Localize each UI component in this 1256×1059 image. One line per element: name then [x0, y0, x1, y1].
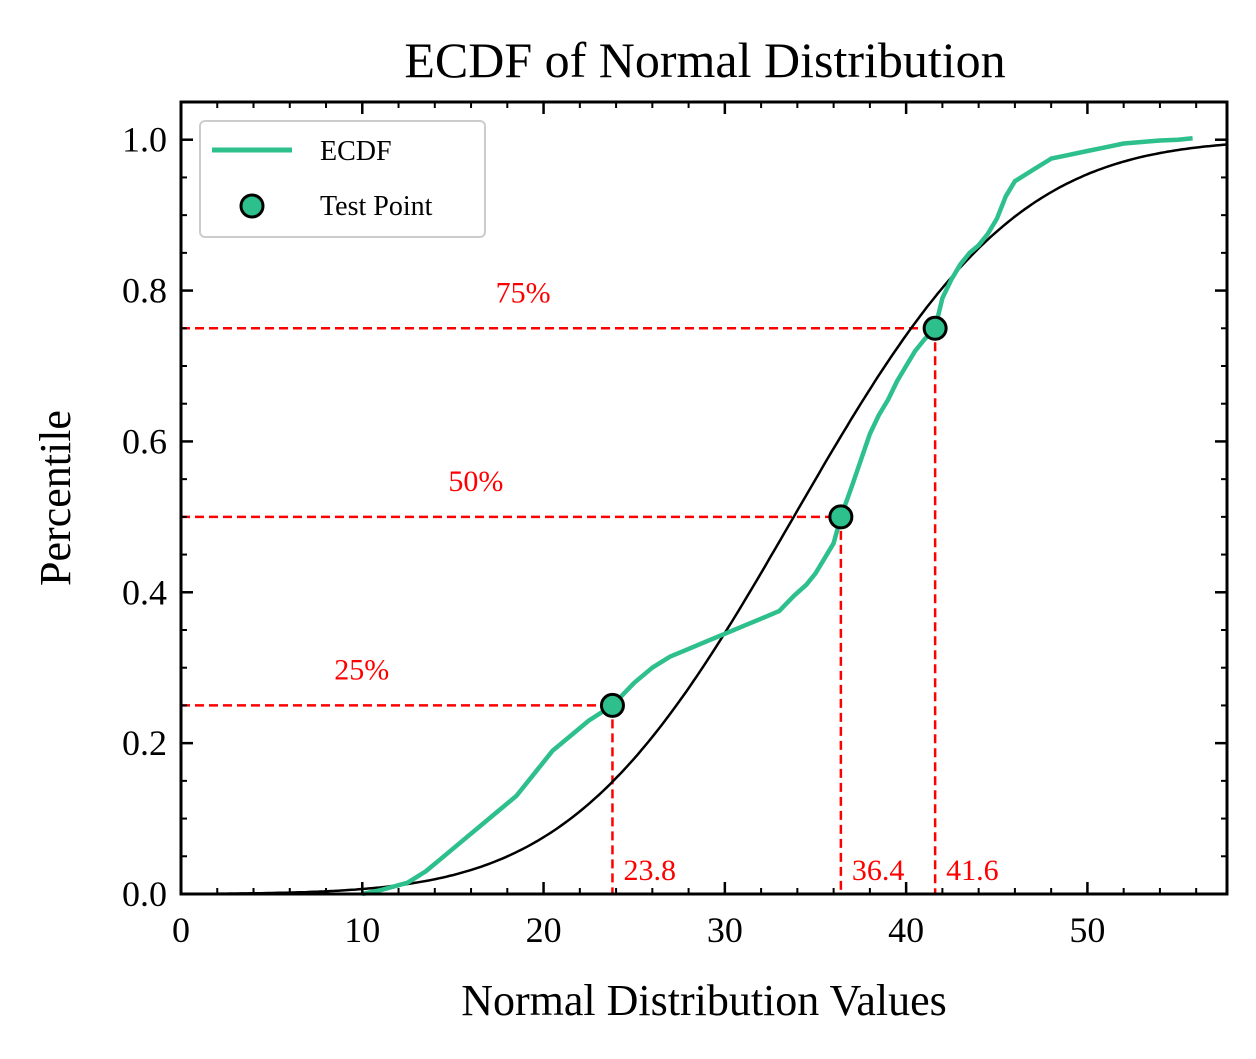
- plot-frame: [179, 100, 1229, 896]
- y-tick-label: 0.2: [122, 723, 167, 763]
- test-point-marker: [922, 315, 948, 341]
- x-tick-label: 30: [707, 910, 743, 950]
- y-axis-label: Percentile: [31, 410, 80, 586]
- test-point-x-label: 36.4: [852, 854, 905, 887]
- axis-ticks: 0 10 20 30 40 50 0.0 0.2 0.4 0.6 0.8 1.0: [122, 101, 1227, 950]
- legend-test-point-label: Test Point: [320, 191, 433, 222]
- y-tick-label: 1.0: [122, 120, 167, 160]
- test-points: [599, 315, 948, 718]
- test-point-marker: [599, 692, 625, 718]
- test-point-percent-label: 50%: [448, 465, 503, 498]
- test-point-percent-label: 75%: [496, 276, 551, 309]
- x-tick-label: 50: [1069, 910, 1105, 950]
- y-tick-label: 0.4: [122, 572, 167, 612]
- test-point-percent-label: 25%: [334, 653, 389, 686]
- x-tick-label: 0: [172, 910, 190, 950]
- percentile-guides: 23.8 25% 36.4 50% 41.6 75%: [181, 276, 999, 894]
- ecdf-line: [361, 135, 1193, 897]
- legend-ecdf-label: ECDF: [320, 136, 392, 167]
- y-tick-label: 0.0: [122, 874, 167, 914]
- legend: ECDF Test Point: [199, 120, 486, 238]
- chart-title: ECDF of Normal Distribution: [404, 32, 1005, 88]
- x-axis-label: Normal Distribution Values: [461, 976, 947, 1025]
- y-tick-label: 0.6: [122, 421, 167, 461]
- x-tick-label: 10: [344, 910, 380, 950]
- axes-frame: [179, 100, 1229, 896]
- test-point-marker: [828, 504, 854, 530]
- curves: [181, 135, 1228, 897]
- x-tick-label: 20: [526, 910, 562, 950]
- normal-cdf-line: [181, 143, 1228, 896]
- y-tick-label: 0.8: [122, 271, 167, 311]
- test-point-x-label: 23.8: [623, 854, 676, 887]
- x-tick-label: 40: [888, 910, 924, 950]
- legend-test-point-marker: [239, 193, 265, 219]
- test-point-x-label: 41.6: [946, 854, 999, 887]
